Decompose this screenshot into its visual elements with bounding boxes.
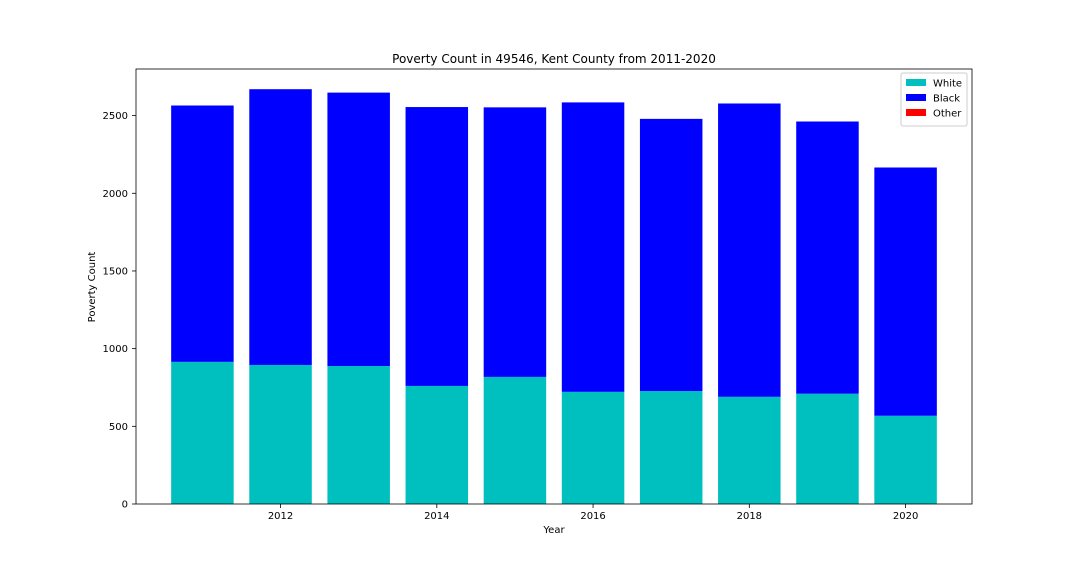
legend-label-black: Black (933, 94, 960, 105)
y-tick-label-2500: 2500 (103, 111, 128, 122)
bars-layer (171, 89, 937, 504)
bar-black-2017 (639, 118, 703, 392)
legend-label-other: Other (933, 109, 962, 120)
x-axis-label: Year (542, 525, 565, 536)
x-tick-label-2016: 2016 (580, 511, 605, 522)
x-tick-label-2020: 2020 (893, 511, 918, 522)
bar-white-2014 (405, 385, 469, 504)
bar-black-2020 (874, 167, 937, 416)
bar-black-2013 (327, 92, 390, 367)
plot-frame (135, 68, 973, 505)
chart-title: Poverty Count in 49546, Kent County from… (392, 52, 716, 66)
bar-white-2015 (483, 376, 547, 504)
bar-white-2019 (796, 393, 859, 504)
bar-white-2013 (327, 366, 390, 504)
bar-white-2017 (639, 391, 703, 504)
bar-black-2016 (561, 102, 625, 392)
x-tick-label-2018: 2018 (737, 511, 762, 522)
x-ticks: 2012 2014 2016 2018 2020 (268, 504, 918, 522)
bar-black-2011 (171, 105, 234, 362)
bar-black-2012 (249, 89, 312, 365)
bar-black-2018 (718, 103, 781, 397)
y-tick-label-0: 0 (122, 500, 128, 511)
bar-white-2011 (171, 361, 234, 504)
y-ticks: 0 500 1000 1500 2000 2500 (103, 111, 136, 511)
y-tick-label-500: 500 (109, 422, 128, 433)
bar-white-2018 (718, 396, 781, 504)
x-tick-label-2014: 2014 (424, 511, 449, 522)
bar-white-2012 (249, 364, 312, 504)
legend-swatch-white (906, 79, 926, 86)
bar-white-2020 (874, 415, 937, 504)
legend: White Black Other (900, 72, 968, 127)
bar-black-2015 (483, 107, 547, 377)
legend-swatch-other (906, 109, 926, 116)
x-tick-label-2012: 2012 (268, 511, 293, 522)
legend-swatch-black (906, 94, 926, 101)
legend-label-white: White (933, 79, 962, 90)
bar-black-2019 (796, 121, 859, 394)
y-tick-label-1500: 1500 (103, 266, 128, 277)
y-tick-label-1000: 1000 (103, 344, 128, 355)
bar-black-2014 (405, 107, 469, 386)
bar-white-2016 (561, 391, 625, 504)
y-axis-label: Poverty Count (87, 252, 98, 323)
y-tick-label-2000: 2000 (103, 189, 128, 200)
